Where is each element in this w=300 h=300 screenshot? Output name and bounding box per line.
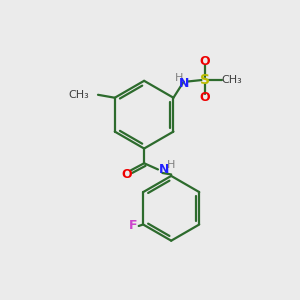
Text: O: O — [200, 91, 210, 104]
Text: N: N — [159, 163, 169, 176]
Text: O: O — [200, 55, 210, 68]
Text: H: H — [167, 160, 175, 170]
Text: CH₃: CH₃ — [221, 75, 242, 85]
Text: H: H — [175, 73, 184, 83]
Text: N: N — [178, 77, 189, 90]
Text: CH₃: CH₃ — [68, 90, 89, 100]
Text: S: S — [200, 73, 210, 87]
Text: F: F — [129, 220, 137, 232]
Text: O: O — [121, 168, 132, 181]
